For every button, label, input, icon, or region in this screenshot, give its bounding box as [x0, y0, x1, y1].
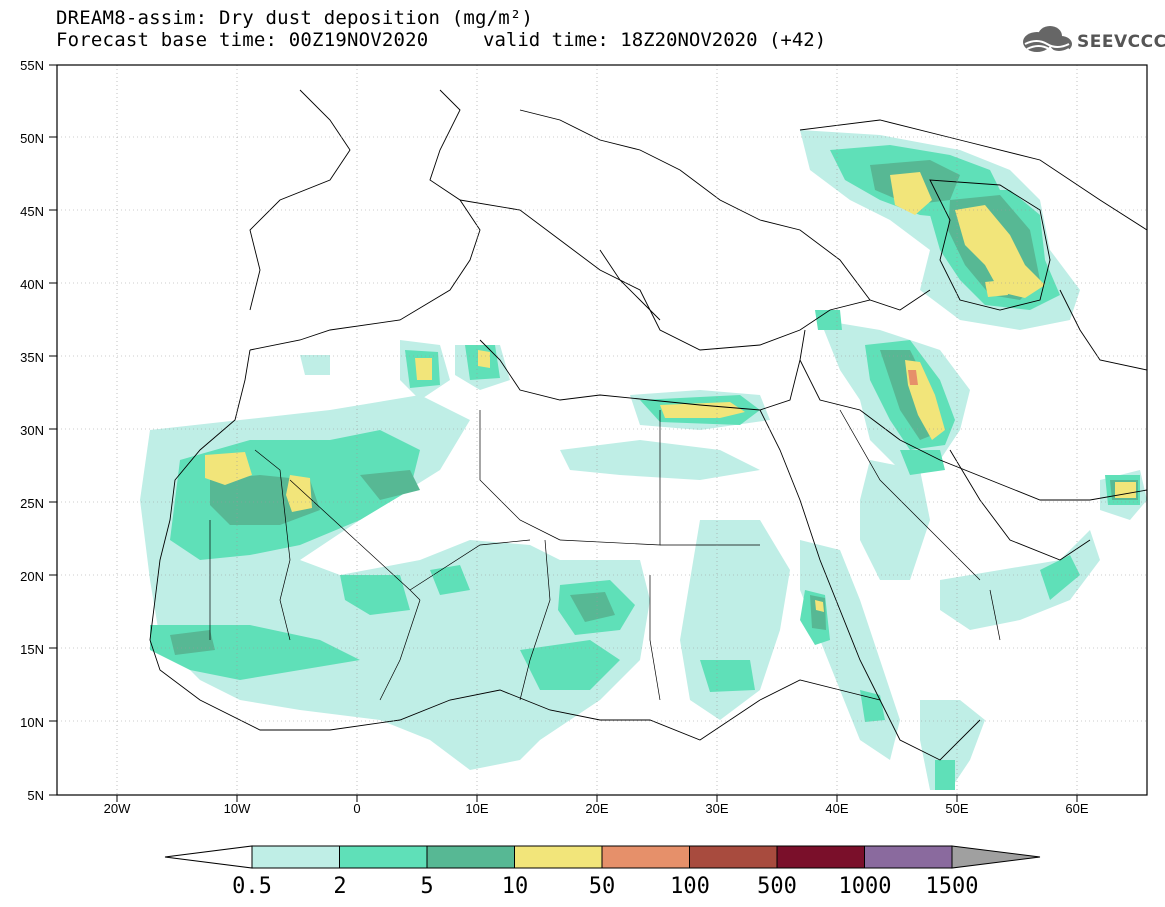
lat-label-5n: 5N — [27, 788, 44, 803]
dust-deposition-field — [57, 65, 1147, 795]
lon-label-20w: 20W — [104, 801, 131, 816]
graticule — [57, 65, 1147, 795]
colorbar-box-7 — [864, 845, 953, 869]
lat-label-30n: 30N — [20, 423, 44, 438]
lat-label-45n: 45N — [20, 204, 44, 219]
valid-time: valid time: 18Z20NOV2020 (+42) — [483, 29, 827, 51]
colorbar-box-1 — [339, 845, 428, 869]
cloud-icon — [1023, 26, 1072, 53]
colorbar-over-arrow — [951, 845, 1041, 869]
legend-label-0.5: 0.5 — [232, 874, 272, 899]
legend-label-100: 100 — [670, 874, 710, 899]
lon-label-20e: 20E — [585, 801, 608, 816]
legend-label-5: 5 — [420, 874, 433, 899]
map-title: DREAM8-assim: Dry dust deposition (mg/m²… — [56, 7, 534, 29]
lon-label-30e: 30E — [705, 801, 728, 816]
lat-label-55n: 55N — [20, 58, 44, 73]
lon-label-50e: 50E — [945, 801, 968, 816]
colorbar-box-4 — [601, 845, 690, 869]
colorbar-box-3 — [514, 845, 603, 869]
lat-ticks — [49, 64, 57, 796]
legend-label-1000: 1000 — [839, 874, 892, 899]
latitude-labels: 55N 50N 45N 40N 35N 30N 25N 20N 15N 10N … — [20, 58, 44, 803]
colorbar-box-0 — [251, 845, 340, 869]
map-frame — [56, 64, 1148, 796]
lat-label-50n: 50N — [20, 131, 44, 146]
colorbar-labels: 0.5 2 5 10 50 100 500 1000 1500 — [232, 874, 978, 899]
legend-label-500: 500 — [757, 874, 797, 899]
lon-label-10w: 10W — [224, 801, 251, 816]
legend-label-2: 2 — [333, 874, 346, 899]
lat-label-25n: 25N — [20, 496, 44, 511]
lon-label-10e: 10E — [465, 801, 488, 816]
forecast-base-time: Forecast base time: 00Z19NOV2020 — [56, 29, 429, 51]
coastlines-borders — [149, 89, 1147, 761]
lon-ticks — [116, 795, 1078, 802]
lat-label-20n: 20N — [20, 569, 44, 584]
colorbar-box-6 — [776, 845, 865, 869]
country-borders — [209, 409, 1001, 701]
deposition-level-5 — [908, 370, 918, 385]
colorbar-boxes — [251, 845, 953, 869]
lat-label-35n: 35N — [20, 350, 44, 365]
lat-label-15n: 15N — [20, 642, 44, 657]
lon-label-40e: 40E — [825, 801, 848, 816]
seevccc-logo: SEEVCCC — [1017, 22, 1165, 58]
colorbar: 0.5 2 5 10 50 100 500 1000 1500 — [164, 845, 1041, 899]
legend-label-10: 10 — [502, 874, 529, 899]
legend-label-1500: 1500 — [926, 874, 979, 899]
lon-label-0: 0 — [353, 801, 360, 816]
lon-label-60e: 60E — [1065, 801, 1088, 816]
colorbar-box-5 — [689, 845, 778, 869]
colorbar-box-2 — [426, 845, 515, 869]
lat-label-40n: 40N — [20, 277, 44, 292]
legend-label-50: 50 — [589, 874, 616, 899]
lat-label-10n: 10N — [20, 715, 44, 730]
colorbar-under-arrow — [164, 845, 253, 869]
longitude-labels: 20W 10W 0 10E 20E 30E 40E 50E 60E — [104, 801, 1089, 816]
logo-text: SEEVCCC — [1077, 32, 1165, 52]
